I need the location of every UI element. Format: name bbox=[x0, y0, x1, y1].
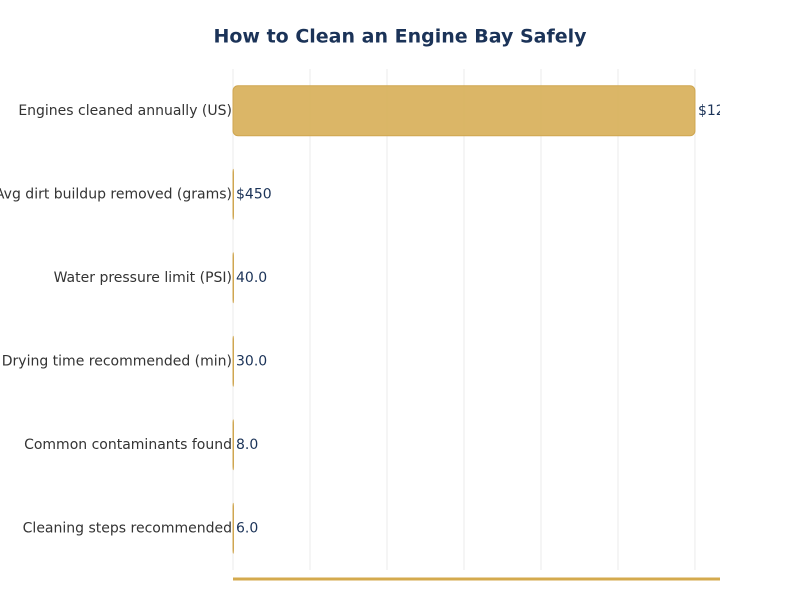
bar bbox=[232, 335, 234, 387]
bar bbox=[232, 502, 234, 554]
y-tick-label: Engines cleaned annually (US) bbox=[18, 103, 232, 119]
chart-title: How to Clean an Engine Bay Safely bbox=[213, 26, 587, 48]
y-tick-label: Cleaning steps recommended bbox=[23, 520, 232, 536]
y-tick-label: Avg dirt buildup removed (grams) bbox=[0, 186, 232, 202]
value-label: 8.0 bbox=[236, 437, 258, 453]
bar bbox=[232, 85, 696, 137]
bar bbox=[232, 168, 234, 220]
value-label: 40.0 bbox=[236, 270, 267, 286]
y-tick-label: Drying time recommended (min) bbox=[2, 353, 232, 369]
value-label: $12,000,000 bbox=[698, 103, 787, 119]
value-label: $450 bbox=[236, 186, 272, 202]
y-tick-label: Common contaminants found bbox=[24, 437, 232, 453]
value-label: 6.0 bbox=[236, 520, 258, 536]
bar bbox=[232, 252, 234, 304]
y-tick-label: Water pressure limit (PSI) bbox=[54, 270, 232, 286]
value-label: 30.0 bbox=[236, 353, 267, 369]
bar bbox=[232, 419, 234, 471]
plot-area: $12,000,000 $450 40.0 30.0 8.0 6.0 bbox=[232, 85, 787, 554]
